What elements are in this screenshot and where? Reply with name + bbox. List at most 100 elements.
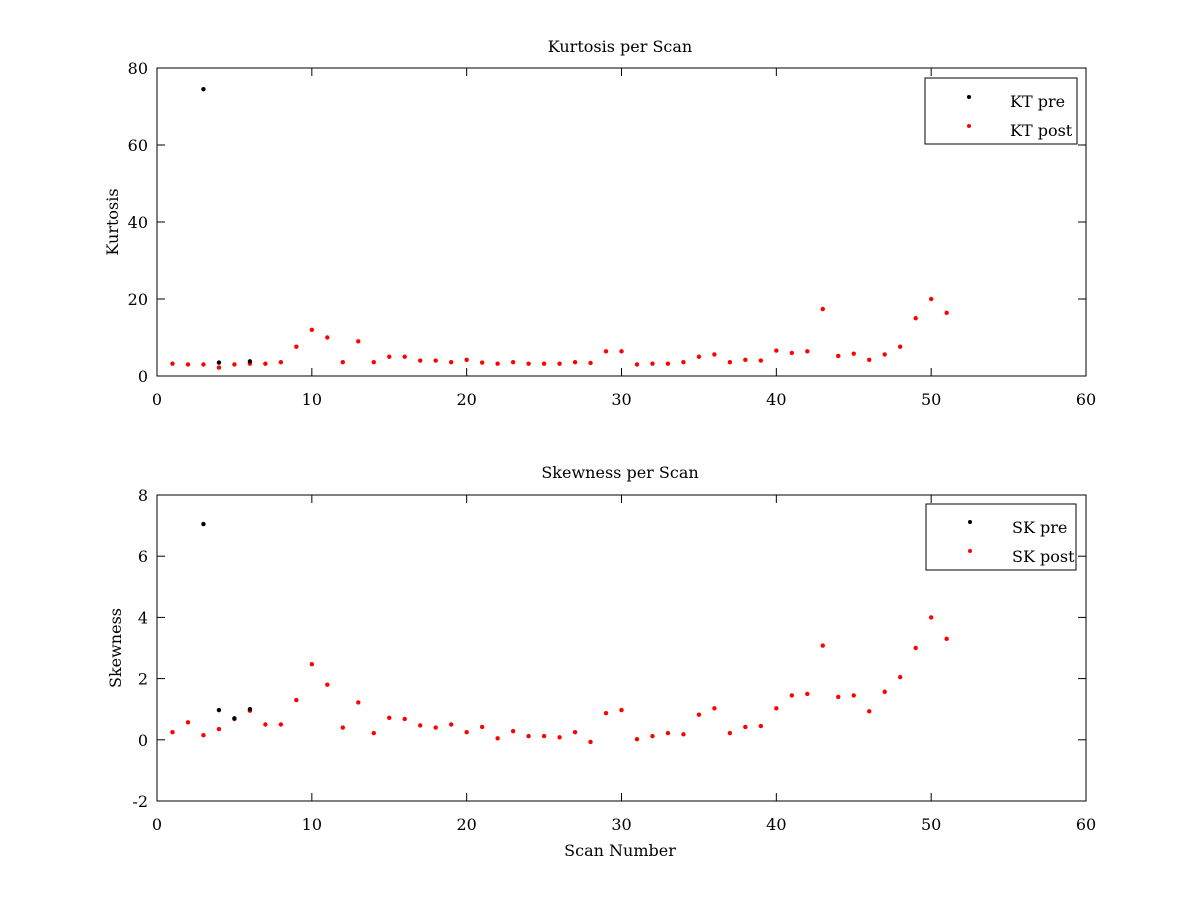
sk-post-data-point [572, 729, 578, 735]
kt-post-data-point [526, 361, 531, 366]
skewness-subplot: Skewness per Scan Skewness Scan Number 0… [106, 463, 1096, 860]
sk-post-data-point [913, 645, 918, 651]
kt-post-data-point [263, 361, 268, 366]
sk-post-data-point [278, 722, 284, 727]
sk-post-data-point [170, 729, 175, 735]
kt-post-data-point [696, 354, 702, 359]
sk-pre-legend-marker [968, 520, 972, 524]
kurtosis-x-tick-label: 0 [152, 390, 162, 409]
kt-post-data-point [898, 344, 903, 349]
sk-post-data-point [619, 707, 624, 713]
skewness-y-tick-label: 6 [138, 547, 148, 566]
sk-post-data-point [851, 693, 856, 698]
sk-post-data-point [727, 730, 733, 736]
sk-post-data-point [510, 729, 516, 734]
kurtosis-ticks: 0 10 20 30 40 50 60 0 20 40 60 80 [128, 59, 1097, 409]
skewness-legend: SK pre SK post [925, 503, 1077, 571]
skewness-y-tick-label: 4 [138, 608, 148, 627]
kt-post-data-point [805, 349, 810, 354]
sk-post-data-point [758, 723, 764, 729]
skewness-title: Skewness per Scan [541, 463, 698, 482]
kurtosis-legend: KT pre KT post [924, 77, 1078, 145]
skewness-data-points [170, 521, 949, 745]
kurtosis-x-tick-label: 20 [456, 390, 476, 409]
sk-post-data-point [743, 724, 748, 730]
kt-post-legend-label: KT post [1010, 121, 1073, 140]
kurtosis-x-tick-label: 10 [302, 390, 322, 409]
skewness-y-tick-label: 2 [138, 670, 148, 689]
sk-post-data-point [665, 730, 671, 736]
sk-post-data-point [805, 691, 810, 697]
kt-post-data-point [216, 365, 222, 370]
kt-post-data-point [170, 361, 175, 366]
skewness-x-tick-label: 30 [611, 815, 631, 834]
sk-post-data-point [356, 700, 361, 705]
kt-post-data-point [464, 357, 469, 363]
kt-post-data-point [619, 349, 624, 354]
kurtosis-title: Kurtosis per Scan [548, 37, 692, 56]
sk-post-data-point [928, 615, 934, 620]
sk-post-data-point [418, 723, 423, 728]
sk-post-data-point [681, 732, 686, 737]
skewness-y-tick-label: 0 [138, 731, 148, 750]
skewness-y-tick-label: 8 [138, 486, 148, 505]
skewness-y-axis-label: Skewness [106, 608, 125, 688]
sk-post-data-point [588, 739, 593, 745]
kt-post-data-point [836, 353, 841, 359]
sk-post-data-point [185, 720, 191, 725]
kurtosis-y-tick-label: 80 [128, 59, 148, 78]
kt-post-data-point [774, 348, 779, 353]
kt-pre-data-point [201, 86, 206, 92]
skewness-x-tick-label: 50 [921, 815, 941, 834]
sk-post-data-point [867, 709, 872, 714]
sk-post-data-point [603, 710, 609, 716]
kurtosis-x-tick-label: 30 [611, 390, 631, 409]
sk-post-data-point [712, 706, 717, 711]
sk-post-data-point [836, 694, 841, 700]
sk-pre-data-point [201, 521, 206, 527]
sk-post-data-point [541, 733, 547, 739]
sk-post-data-point [634, 736, 640, 742]
sk-pre-data-point [247, 707, 253, 712]
kt-post-data-point [433, 358, 438, 363]
kurtosis-subplot: Kurtosis per Scan Kurtosis 0 10 20 30 40 50 60… [103, 37, 1096, 409]
kt-post-data-point [479, 360, 485, 365]
sk-post-data-point [464, 729, 469, 735]
kt-post-data-point [913, 316, 918, 321]
kt-post-data-point [232, 362, 237, 367]
kt-post-data-point [758, 358, 764, 363]
kt-post-data-point [325, 335, 330, 340]
kt-post-data-point [944, 310, 949, 316]
kt-post-data-point [510, 359, 516, 365]
kt-post-data-point [851, 351, 856, 356]
kt-post-data-point [665, 361, 671, 366]
sk-post-data-point [526, 733, 531, 739]
kt-post-data-point [882, 352, 887, 357]
sk-post-data-point [340, 725, 345, 730]
kurtosis-y-tick-label: 60 [128, 136, 148, 155]
sk-post-data-point [448, 722, 454, 727]
kurtosis-x-tick-label: 40 [766, 390, 786, 409]
kt-pre-data-point [216, 360, 222, 365]
kt-post-data-point [185, 362, 191, 367]
sk-post-data-point [820, 643, 825, 648]
sk-post-data-point [309, 662, 315, 667]
skewness-x-tick-label: 60 [1076, 815, 1096, 834]
kt-post-data-point [867, 357, 872, 363]
sk-post-legend-label: SK post [1012, 547, 1075, 566]
sk-post-data-point [789, 693, 795, 698]
kt-post-data-point [340, 359, 345, 365]
sk-post-data-point [898, 674, 903, 680]
kt-post-data-point [743, 357, 748, 363]
kt-post-data-point [402, 354, 407, 359]
kt-pre-data-point [247, 359, 253, 364]
kurtosis-y-tick-label: 0 [138, 367, 148, 386]
kt-post-legend-marker [967, 124, 971, 128]
kt-post-data-point [201, 362, 206, 367]
sk-post-data-point [479, 724, 485, 730]
kt-post-data-point [681, 359, 686, 365]
kt-post-data-point [557, 361, 562, 366]
